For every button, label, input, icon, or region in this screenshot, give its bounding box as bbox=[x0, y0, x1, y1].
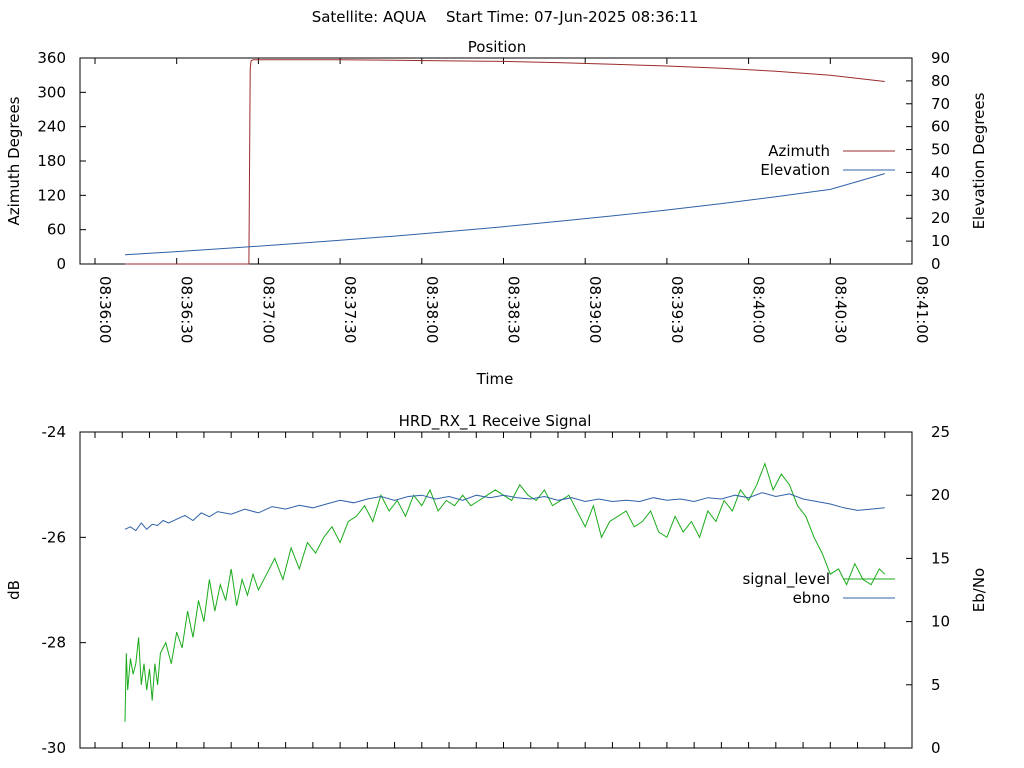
signal-series-ebno bbox=[124, 492, 885, 532]
position-xlabel: Time bbox=[476, 370, 514, 388]
legend-elevation-label: Elevation bbox=[760, 161, 830, 179]
signal-ylabel-right: Eb/No bbox=[970, 568, 988, 612]
legend-azimuth-label: Azimuth bbox=[768, 142, 830, 160]
position-xtick-label: 08:38:30 bbox=[505, 276, 523, 343]
position-ytick-right-label: 50 bbox=[931, 141, 950, 159]
signal-ytick-right-label: 15 bbox=[931, 549, 950, 567]
position-series-azimuth bbox=[125, 59, 885, 265]
position-ytick-left-label: 120 bbox=[37, 186, 66, 204]
position-chart-title: Position bbox=[468, 38, 526, 56]
signal-ytick-left-label: -24 bbox=[42, 423, 67, 441]
position-ytick-right-label: 80 bbox=[931, 72, 950, 90]
legend-ebno-label: ebno bbox=[793, 589, 830, 607]
position-xtick-label: 08:37:30 bbox=[341, 276, 359, 343]
position-ytick-right-label: 20 bbox=[931, 209, 950, 227]
signal-series-signal-level bbox=[124, 462, 886, 722]
position-xtick-label: 08:39:30 bbox=[668, 276, 686, 343]
signal-chart-title: HRD_RX_1 Receive Signal bbox=[399, 412, 592, 431]
position-ytick-left-label: 180 bbox=[37, 152, 66, 170]
position-ytick-left-label: 0 bbox=[56, 255, 66, 273]
position-xtick-label: 08:40:00 bbox=[750, 276, 768, 343]
position-xtick-label: 08:36:00 bbox=[96, 276, 114, 343]
position-ytick-left-label: 360 bbox=[37, 49, 66, 67]
position-ytick-right-label: 40 bbox=[931, 163, 950, 181]
signal-plot-frame bbox=[79, 431, 913, 749]
start-time-label: Start Time: 07-Jun-2025 08:36:11 bbox=[446, 8, 698, 26]
signal-ytick-right-label: 20 bbox=[931, 486, 950, 504]
signal-ytick-left-label: -30 bbox=[42, 739, 67, 757]
position-ytick-left-label: 300 bbox=[37, 83, 66, 101]
position-xtick-label: 08:37:00 bbox=[259, 276, 277, 343]
position-ytick-left-label: 240 bbox=[37, 118, 66, 136]
signal-ytick-right-label: 0 bbox=[931, 739, 941, 757]
position-xtick-label: 08:41:00 bbox=[913, 276, 931, 343]
position-xtick-label: 08:39:00 bbox=[586, 276, 604, 343]
position-xtick-label: 08:40:30 bbox=[831, 276, 849, 343]
position-ytick-right-label: 90 bbox=[931, 49, 950, 67]
signal-ylabel-left: dB bbox=[5, 580, 23, 600]
signal-ytick-right-label: 10 bbox=[931, 613, 950, 631]
signal-ytick-right-label: 5 bbox=[931, 676, 941, 694]
satellite-label: Satellite: AQUA bbox=[312, 8, 427, 26]
position-ytick-right-label: 30 bbox=[931, 186, 950, 204]
signal-ytick-left-label: -28 bbox=[42, 634, 67, 652]
position-ylabel-right: Elevation Degrees bbox=[970, 92, 988, 229]
position-chart: Position Azimuth Degrees Elevation Degre… bbox=[5, 38, 988, 388]
signal-ytick-right-label: 25 bbox=[931, 423, 950, 441]
position-ytick-left-label: 60 bbox=[47, 221, 66, 239]
position-ytick-right-label: 0 bbox=[931, 255, 941, 273]
position-ytick-right-label: 60 bbox=[931, 118, 950, 136]
position-ytick-right-label: 70 bbox=[931, 95, 950, 113]
position-series-elevation bbox=[124, 173, 885, 256]
position-ytick-right-label: 10 bbox=[931, 232, 950, 250]
position-xtick-label: 08:36:30 bbox=[178, 276, 196, 343]
receive-signal-chart: HRD_RX_1 Receive Signal dB Eb/No -30 -28 -… bbox=[5, 412, 988, 757]
position-ylabel-left: Azimuth Degrees bbox=[5, 96, 23, 225]
legend-signal-level-label: signal_level bbox=[742, 570, 830, 589]
signal-ytick-left-label: -26 bbox=[42, 528, 67, 546]
position-xtick-label: 08:38:00 bbox=[423, 276, 441, 343]
